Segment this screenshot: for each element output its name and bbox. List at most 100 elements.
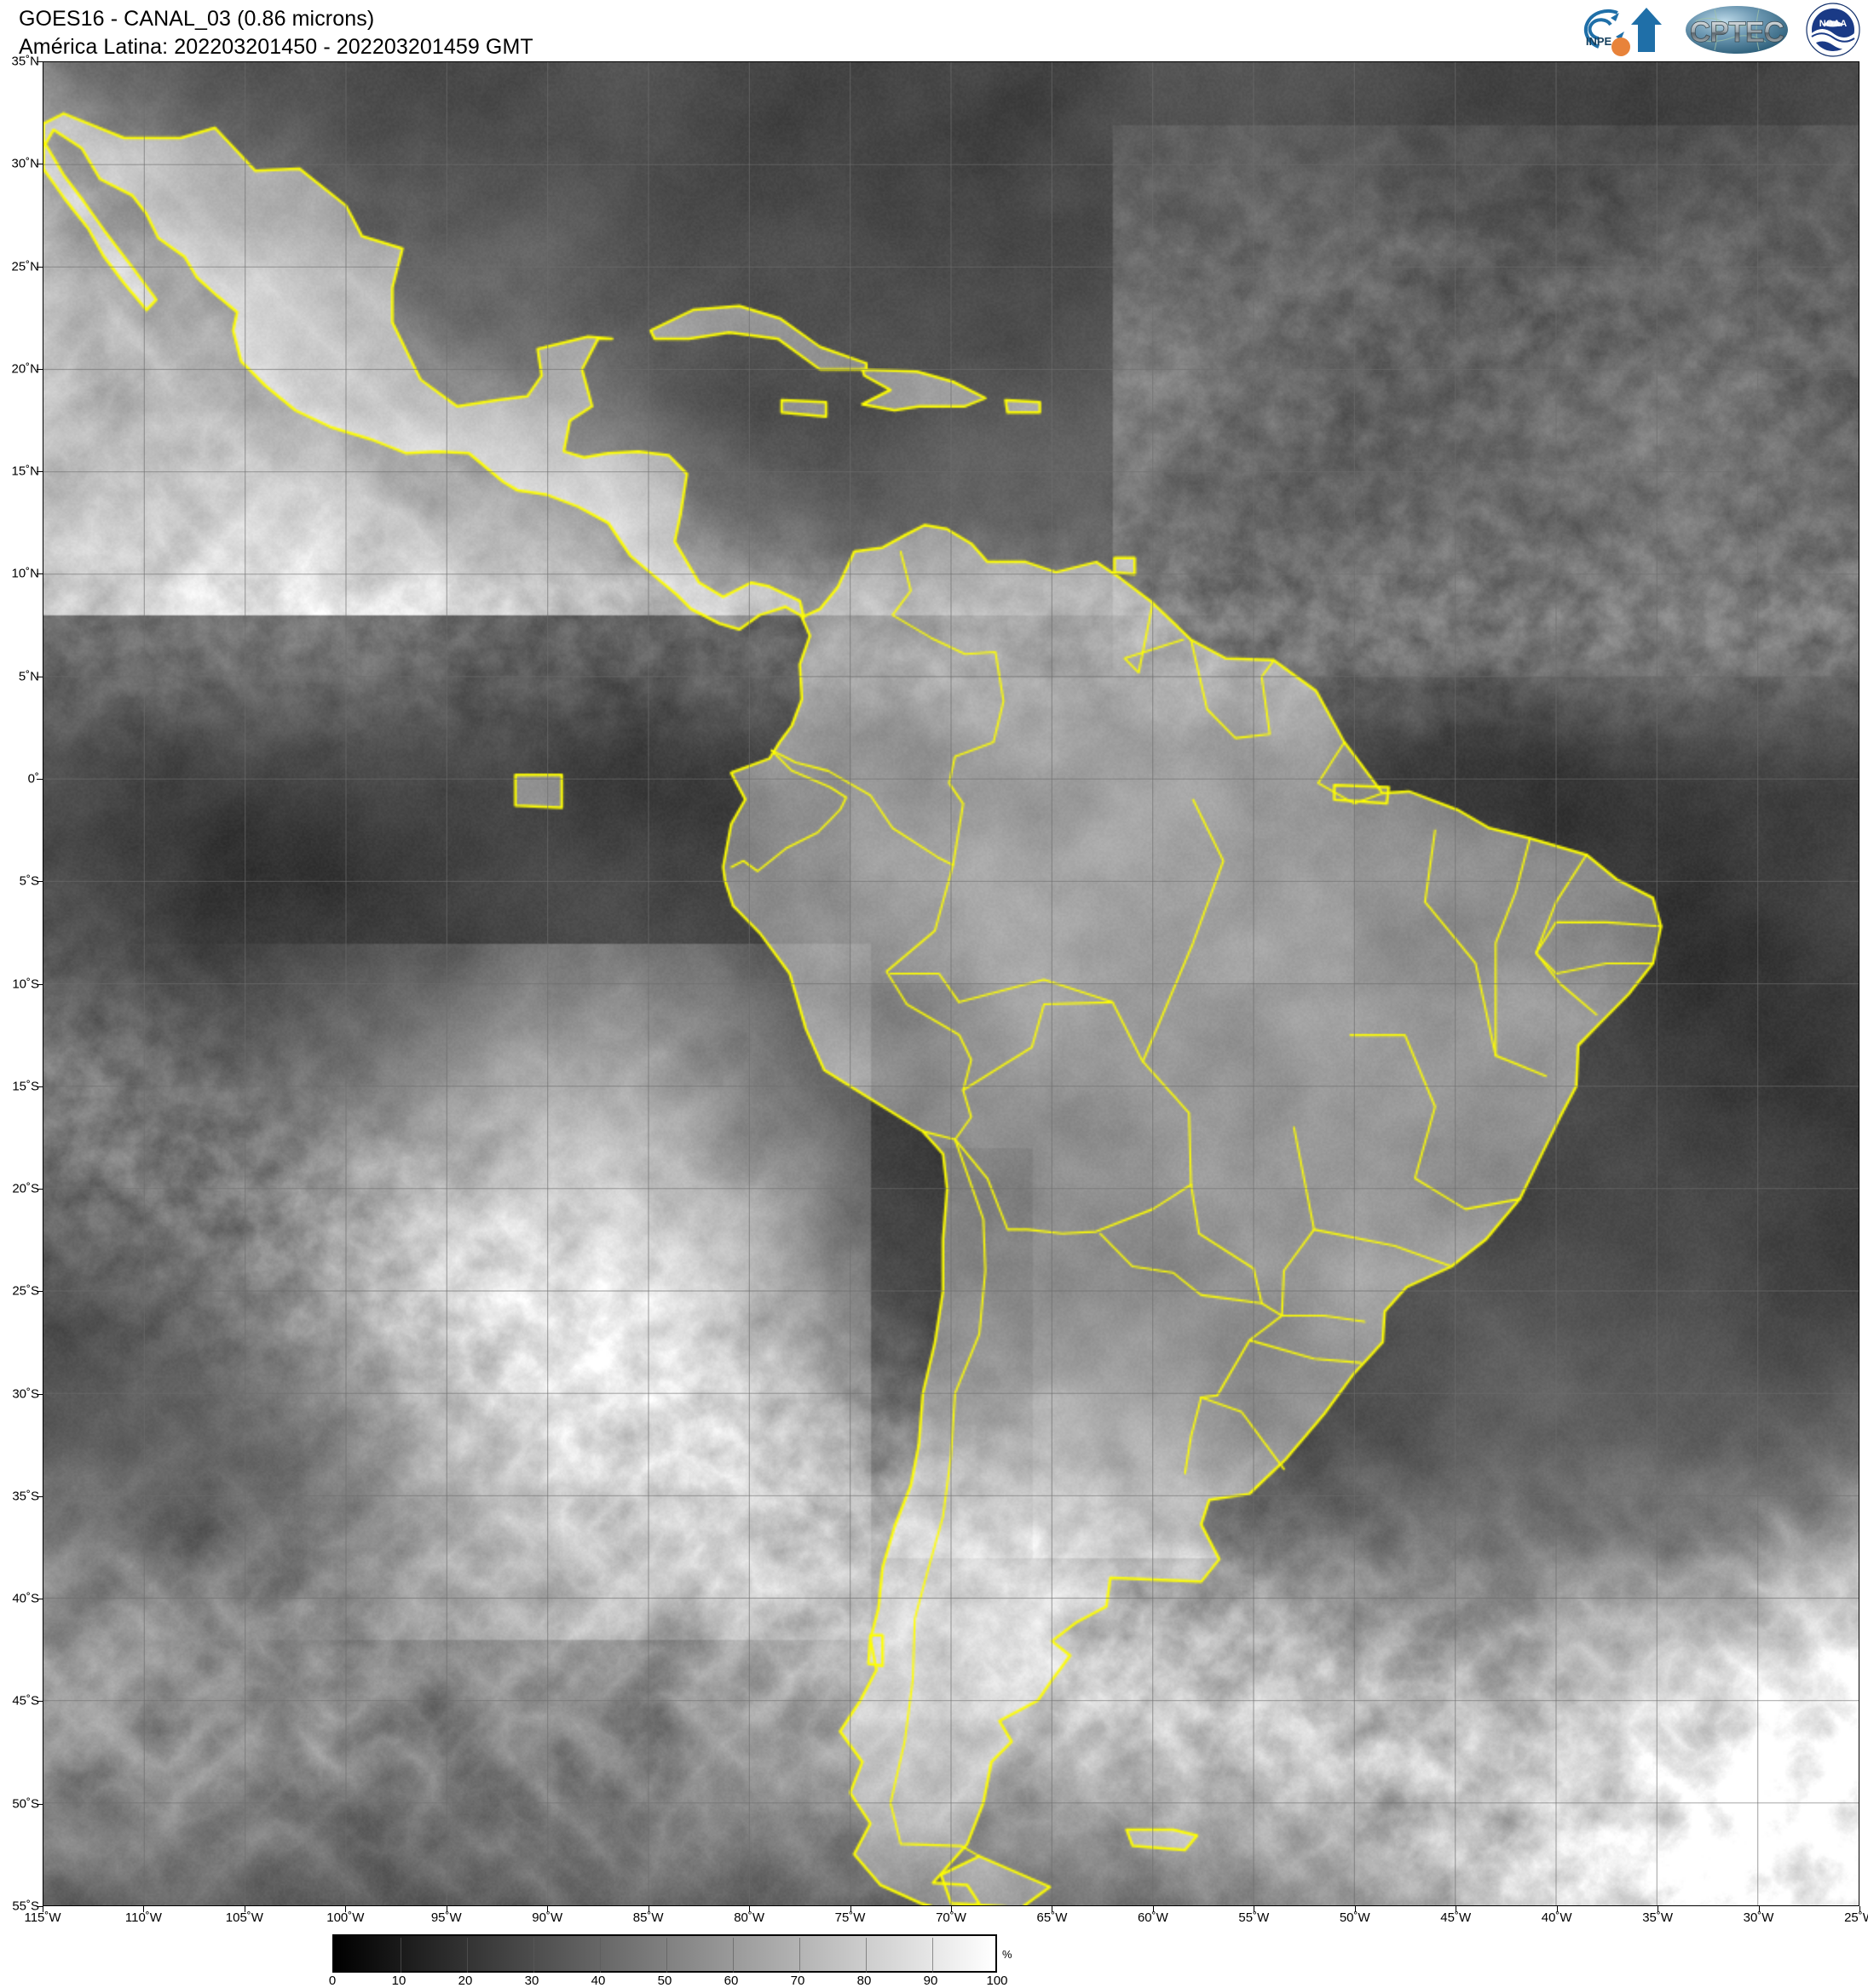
lon-tick-mark	[951, 1906, 952, 1912]
lat-tick-mark	[37, 368, 43, 370]
lat-tick-mark	[37, 1906, 43, 1907]
colorbar-tick	[866, 1938, 867, 1973]
colorbar-tick-label: 100	[986, 1974, 1008, 1988]
lon-tick-mark	[850, 1906, 851, 1912]
lat-tick-mark	[37, 1701, 43, 1703]
colorbar-unit-label: %	[1002, 1948, 1012, 1961]
colorbar-tick	[799, 1938, 800, 1973]
colorbar-tick-label: 0	[328, 1974, 337, 1988]
lat-tick-label: 35˚N	[11, 54, 39, 69]
lon-tick-label: 25˚W	[1844, 1910, 1868, 1925]
lon-tick-mark	[1354, 1906, 1356, 1912]
colorbar-tick	[666, 1938, 667, 1973]
lat-tick-label: 25˚S	[12, 1283, 39, 1299]
lat-tick-label: 0˚	[27, 771, 39, 787]
lat-tick-label: 10˚S	[12, 977, 39, 991]
lat-tick-label: 20˚N	[11, 361, 39, 377]
lon-tick-label: 30˚W	[1743, 1910, 1774, 1925]
colorbar-tick-label: 50	[657, 1974, 672, 1988]
lat-tick-label: 5˚S	[19, 873, 39, 889]
lat-tick-label: 10˚N	[11, 566, 39, 581]
lon-tick-label: 100˚W	[326, 1910, 365, 1925]
cptec-logo-text: CPTEC	[1690, 16, 1784, 49]
colorbar-tickmarks	[334, 1936, 999, 1974]
lon-tick-label: 60˚W	[1137, 1910, 1168, 1925]
colorbar-tick	[533, 1938, 534, 1973]
cptec-logo: CPTEC	[1681, 3, 1793, 57]
noaa-logo: NOAA	[1805, 3, 1861, 57]
lat-tick-mark	[37, 61, 43, 62]
colorbar[interactable]: % 0 10 20 30 40 50 60 70 80 90 100	[329, 1934, 1012, 1988]
colorbar-tick-label: 90	[923, 1974, 938, 1988]
lon-tick-mark	[345, 1906, 347, 1912]
colorbar-tick-label: 20	[458, 1974, 473, 1988]
colorbar-tick	[932, 1938, 933, 1973]
lat-tick-label: 50˚S	[12, 1796, 39, 1812]
colorbar-tick	[600, 1938, 601, 1973]
colorbar-tick-label: 80	[856, 1974, 872, 1988]
title-block: GOES16 - CANAL_03 (0.86 microns) América…	[19, 5, 533, 61]
lon-tick-label: 35˚W	[1642, 1910, 1674, 1925]
colorbar-tick-label: 70	[790, 1974, 805, 1988]
lon-tick-label: 50˚W	[1339, 1910, 1370, 1925]
lon-tick-label: 55˚W	[1238, 1910, 1270, 1925]
colorbar-tick-label: 60	[724, 1974, 739, 1988]
lat-tick-label: 55˚S	[12, 1899, 39, 1914]
page-title: GOES16 - CANAL_03 (0.86 microns)	[19, 7, 375, 31]
lat-tick-mark	[37, 471, 43, 473]
lat-tick-label: 35˚S	[12, 1489, 39, 1504]
satellite-figure: 35˚N 30˚N 25˚N 20˚N 15˚N 10˚N 5˚N 0˚ 5˚S 10˚S 15˚S…	[0, 55, 1868, 1988]
lat-tick-label: 15˚N	[11, 464, 39, 479]
colorbar-tick	[733, 1938, 734, 1973]
lat-tick-mark	[37, 1189, 43, 1190]
lat-tick-mark	[37, 1291, 43, 1293]
lat-tick-mark	[37, 881, 43, 883]
lat-tick-label: 20˚S	[12, 1181, 39, 1196]
lat-tick-mark	[37, 778, 43, 780]
page-subtitle: América Latina: 202203201450 - 202203201…	[19, 35, 533, 59]
lat-tick-mark	[37, 1495, 43, 1497]
lon-tick-mark	[547, 1906, 549, 1912]
lon-tick-label: 90˚W	[532, 1910, 563, 1925]
lat-tick-mark	[37, 266, 43, 268]
lon-tick-label: 85˚W	[632, 1910, 664, 1925]
lat-tick-mark	[37, 1393, 43, 1395]
lon-tick-label: 40˚W	[1541, 1910, 1572, 1925]
lat-tick-label: 45˚S	[12, 1693, 39, 1709]
lat-tick-mark	[37, 1803, 43, 1805]
lat-tick-mark	[37, 573, 43, 575]
lon-tick-label: 65˚W	[1036, 1910, 1068, 1925]
lat-tick-mark	[37, 1086, 43, 1087]
lon-tick-label: 80˚W	[734, 1910, 765, 1925]
colorbar-gradient	[332, 1934, 997, 1973]
inpe-logo-text: INPE	[1586, 35, 1612, 48]
lat-tick-mark	[37, 983, 43, 985]
lat-tick-label: 15˚S	[12, 1079, 39, 1094]
lon-tick-mark	[1152, 1906, 1154, 1912]
lon-tick-mark	[1859, 1906, 1860, 1912]
satellite-image[interactable]	[43, 62, 1859, 1905]
lat-tick-label: 30˚S	[12, 1386, 39, 1402]
lat-tick-label: 25˚N	[11, 259, 39, 274]
colorbar-tick-label: 40	[591, 1974, 606, 1988]
inpe-logo: INPE	[1573, 3, 1669, 57]
lat-tick-label: 5˚N	[18, 669, 39, 684]
lon-tick-label: 110˚W	[124, 1910, 162, 1925]
page-header: GOES16 - CANAL_03 (0.86 microns) América…	[0, 0, 1868, 61]
lat-tick-label: 40˚S	[12, 1591, 39, 1606]
lon-tick-label: 105˚W	[225, 1910, 263, 1925]
colorbar-tick-label: 10	[391, 1974, 406, 1988]
lon-tick-label: 95˚W	[430, 1910, 462, 1925]
colorbar-tick-label: 30	[524, 1974, 539, 1988]
noaa-logo-text: NOAA	[1819, 19, 1847, 29]
lon-tick-mark	[1758, 1906, 1760, 1912]
lon-tick-mark	[1556, 1906, 1558, 1912]
lat-tick-label: 30˚N	[11, 156, 39, 171]
lon-tick-label: 70˚W	[936, 1910, 966, 1925]
lon-tick-label: 115˚W	[24, 1910, 61, 1925]
map-image-frame[interactable]	[43, 61, 1859, 1906]
colorbar-tick	[467, 1938, 468, 1973]
lon-tick-label: 75˚W	[834, 1910, 866, 1925]
lon-tick-label: 45˚W	[1440, 1910, 1472, 1925]
lon-tick-mark	[143, 1906, 145, 1912]
